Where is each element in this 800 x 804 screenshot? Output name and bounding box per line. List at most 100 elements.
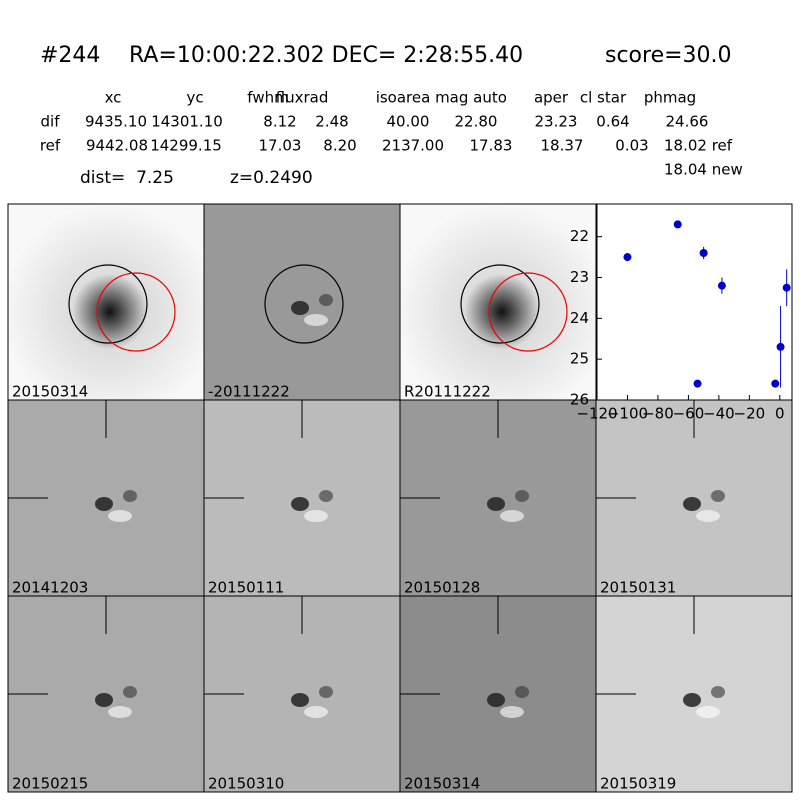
column-header: isoarea	[376, 89, 431, 107]
row-label: dif	[41, 113, 61, 131]
residual-dark	[319, 294, 333, 306]
candidate-id: #244	[40, 43, 100, 68]
residual-dark	[95, 497, 113, 511]
stamp-label: 20150131	[600, 579, 676, 597]
stamp-label: -20111222	[208, 383, 290, 401]
residual-dark	[291, 693, 309, 707]
stamp-label: 20150314	[12, 383, 88, 401]
data-point	[673, 220, 682, 229]
residual-dark	[95, 693, 113, 707]
residual-light	[304, 510, 328, 522]
column-header: aper	[534, 89, 569, 107]
residual-dark	[291, 301, 309, 315]
residual-light	[500, 706, 524, 718]
y-tick-label: 23	[570, 268, 589, 286]
redshift: z=0.2490	[230, 168, 313, 188]
x-tick-label: −80	[642, 405, 674, 423]
x-tick-label: −60	[673, 405, 705, 423]
residual-light	[696, 510, 720, 522]
table-cell: 24.66	[666, 113, 709, 131]
table-cell: 2.48	[315, 113, 348, 131]
residual-dark	[515, 686, 529, 698]
data-point	[623, 253, 632, 262]
residual-light	[500, 510, 524, 522]
residual-dark	[319, 490, 333, 502]
residual-dark	[711, 490, 725, 502]
residual-light	[696, 706, 720, 718]
aperture	[460, 264, 540, 344]
column-header: cl star	[580, 89, 627, 107]
stamp-label: 20150215	[12, 775, 88, 793]
residual-dark	[683, 497, 701, 511]
column-header: xc	[105, 89, 122, 107]
stamp-label: 20141203	[12, 579, 88, 597]
x-tick-label: −100	[607, 405, 648, 423]
residual-dark	[123, 490, 137, 502]
plot-area	[596, 203, 793, 401]
x-tick-label: −120	[576, 405, 617, 423]
table-cell: 8.20	[323, 137, 356, 155]
aperture	[68, 264, 148, 344]
table-cell: 8.12	[263, 113, 296, 131]
table-cell: 18.02 ref	[664, 137, 733, 155]
aperture-ref	[488, 272, 568, 352]
coordinates: RA=10:00:22.302 DEC= 2:28:55.40	[129, 43, 523, 68]
x-tick-label: −40	[703, 405, 735, 423]
table-cell: 14301.10	[151, 113, 223, 131]
table-cell: 23.23	[535, 113, 578, 131]
x-tick-label: −20	[734, 405, 766, 423]
data-point	[782, 283, 791, 292]
data-point	[776, 342, 785, 351]
table-cell: 0.64	[596, 113, 629, 131]
distance: dist= 7.25	[80, 168, 174, 188]
column-header: yc	[186, 89, 203, 107]
table-cell: 40.00	[387, 113, 430, 131]
table-cell: 18.37	[541, 137, 584, 155]
residual-dark	[487, 497, 505, 511]
aperture-ref	[96, 272, 176, 352]
stamp	[399, 203, 597, 401]
residual-light	[108, 706, 132, 718]
data-point	[771, 379, 780, 388]
y-tick-label: 25	[570, 350, 589, 368]
residual-light	[304, 706, 328, 718]
stamp-label: 20150111	[208, 579, 284, 597]
residual-dark	[123, 686, 137, 698]
phmag-new: 18.04 new	[664, 161, 743, 179]
row-label: ref	[40, 137, 61, 155]
table-cell: 17.03	[259, 137, 302, 155]
stamp-label: 20150319	[600, 775, 676, 793]
table-cell: 9435.10	[85, 113, 147, 131]
residual-dark	[487, 693, 505, 707]
x-tick-label: 0	[775, 405, 785, 423]
column-header: phmag	[644, 89, 696, 107]
table-cell: 14299.15	[150, 137, 222, 155]
y-tick-label: 26	[570, 391, 589, 409]
table-cell: 9442.08	[86, 137, 148, 155]
aperture	[264, 264, 344, 344]
residual-dark	[683, 693, 701, 707]
stamp-label: R20111222	[404, 383, 491, 401]
residual-dark	[515, 490, 529, 502]
table-cell: 0.03	[615, 137, 648, 155]
residual-light	[304, 314, 328, 326]
stamp-label: 20150128	[404, 579, 480, 597]
column-header: fluxrad	[276, 89, 329, 107]
table-cell: 2137.00	[382, 137, 444, 155]
stamp-label: 20150310	[208, 775, 284, 793]
data-point	[717, 281, 726, 290]
y-tick-label: 22	[570, 227, 589, 245]
residual-dark	[291, 497, 309, 511]
table-cell: 17.83	[470, 137, 513, 155]
y-tick-label: 24	[570, 309, 589, 327]
residual-dark	[319, 686, 333, 698]
data-point	[699, 249, 708, 257]
score: score=30.0	[605, 43, 732, 68]
stamp	[7, 203, 205, 401]
residual-dark	[711, 686, 725, 698]
table-cell: 22.80	[455, 113, 498, 131]
column-header: fwhm	[247, 89, 288, 107]
column-header: mag auto	[435, 89, 507, 107]
